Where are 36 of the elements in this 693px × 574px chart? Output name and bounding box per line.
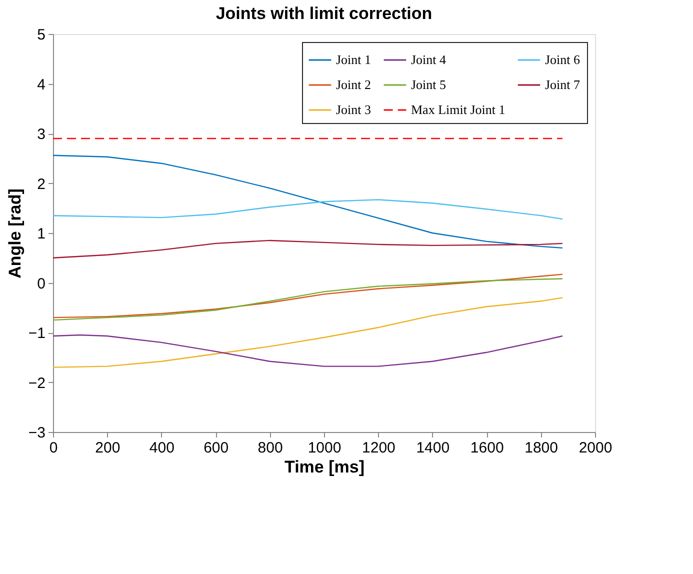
line-series: [52, 240, 564, 258]
line-series: [52, 199, 564, 220]
legend-label: Joint 2: [336, 77, 372, 92]
y-tick-label: 4: [37, 76, 46, 94]
legend-label: Max Limit Joint 1: [411, 102, 506, 117]
x-tick-label: 600: [204, 440, 229, 456]
legend-label: Joint 1: [336, 52, 372, 67]
y-tick-label: 2: [37, 176, 46, 193]
x-tick-label: 0: [49, 440, 58, 456]
x-tick-label: 2000: [578, 440, 612, 456]
legend-label: Joint 3: [336, 102, 372, 117]
x-tick-label: 1000: [308, 440, 342, 456]
y-tick-label: 5: [37, 26, 46, 44]
legend-label: Joint 4: [411, 52, 447, 67]
x-tick-label: 1600: [470, 440, 504, 456]
chart-title: Joints with limit correction: [216, 4, 432, 23]
y-tick-label: −3: [28, 424, 46, 442]
y-tick-label: 3: [37, 126, 46, 143]
x-tick-label: 400: [149, 440, 174, 456]
line-series: [52, 334, 564, 367]
y-axis-title: Angle [rad]: [5, 188, 24, 278]
x-tick-label: 1200: [362, 440, 396, 456]
line-series: [52, 154, 564, 249]
x-tick-label: 800: [258, 440, 283, 456]
y-tick-label: 1: [37, 226, 46, 242]
legend-label: Joint 6: [545, 52, 581, 67]
y-tick-label: −2: [28, 374, 46, 392]
legend-label: Joint 7: [545, 77, 581, 92]
legend-label: Joint 5: [411, 77, 446, 92]
x-axis-title: Time [ms]: [284, 458, 364, 476]
y-tick-label: 0: [37, 275, 46, 292]
x-tick-label: 1400: [416, 440, 450, 456]
y-tick-label: −1: [28, 325, 46, 342]
line-series: [52, 297, 564, 368]
x-tick-label: 1800: [524, 440, 558, 456]
x-tick-label: 200: [95, 440, 120, 456]
